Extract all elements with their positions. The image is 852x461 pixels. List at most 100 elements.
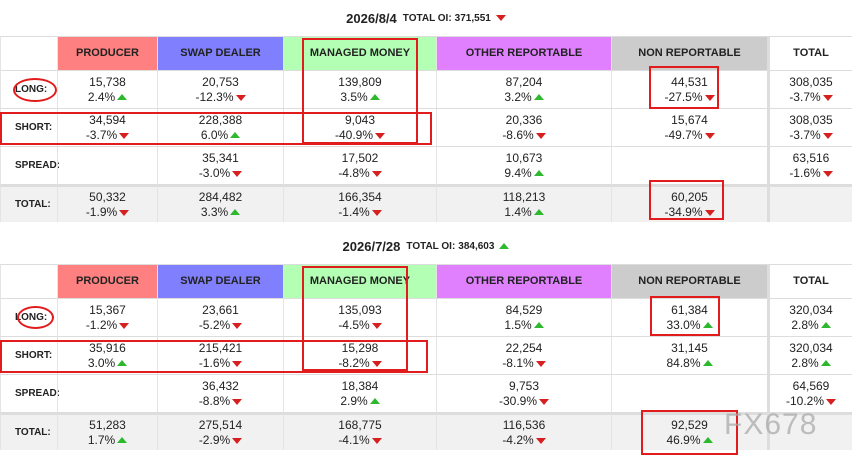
trend-up [533, 169, 544, 176]
trend-up [533, 208, 544, 215]
column-header: TOTAL [767, 36, 852, 70]
position-value: 9,753 [508, 378, 540, 393]
change-line: -8.8% [198, 393, 243, 409]
column-header: OTHER REPORTABLE [436, 36, 611, 70]
position-value: 15,367 [89, 302, 126, 317]
change-line: 46.9% [666, 432, 713, 448]
data-cell: 320,034 2.8% [767, 336, 852, 374]
position-value: 63,516 [792, 150, 830, 165]
highlight-ring [13, 78, 57, 102]
data-cell: 166,354 -1.4% [283, 184, 436, 222]
change-percent: -8.8% [198, 393, 231, 408]
trend-down [822, 94, 833, 101]
data-cell: 60,205 -34.9% [611, 184, 767, 222]
position-value: 215,421 [198, 340, 243, 355]
trend-down [119, 209, 130, 216]
change-line: 1.7% [88, 433, 128, 448]
trend-down [822, 132, 833, 139]
position-value: 168,775 [338, 417, 382, 432]
change-percent: -1.9% [85, 204, 118, 219]
change-percent: -4.1% [338, 432, 370, 447]
data-cell: 36,432 -8.8% [157, 374, 283, 412]
change-line: 3.5% [340, 90, 380, 105]
change-line: 9.4% [504, 166, 544, 181]
data-cell: 320,034 2.8% [767, 298, 852, 336]
trend-down [535, 132, 546, 139]
trend-up [117, 436, 128, 443]
data-cell: 15,367 -1.2% [57, 298, 157, 336]
row-label: TOTAL: [0, 184, 57, 222]
change-percent: -34.9% [664, 204, 703, 219]
data-cell: 15,674 -49.7% [611, 108, 767, 146]
change-line: -3.7% [86, 128, 130, 143]
trend-down [704, 209, 715, 216]
header-blank [0, 36, 57, 70]
change-line: -10.2% [786, 394, 837, 409]
change-line: -27.5% [664, 90, 715, 105]
highlight-ring [17, 306, 54, 329]
change-line: 33.0% [666, 317, 713, 333]
change-line: 3.0% [87, 355, 128, 371]
change-line: -4.2% [502, 433, 546, 448]
trend-up [533, 93, 544, 100]
change-line: -3.0% [199, 166, 243, 181]
position-value: 135,093 [338, 302, 382, 317]
change-line: -1.9% [85, 204, 130, 220]
data-cell: 31,145 84.8% [611, 336, 767, 374]
change-line: -30.9% [499, 394, 550, 409]
change-percent: -8.1% [502, 355, 534, 370]
position-value: 15,738 [89, 74, 126, 89]
position-value: 92,529 [671, 417, 708, 432]
change-line: 84.8% [666, 355, 713, 371]
change-line: 2.8% [791, 318, 831, 333]
change-line: -8.6% [502, 128, 546, 143]
position-value: 23,661 [202, 302, 239, 317]
position-value: 17,502 [341, 150, 379, 165]
change-line: -3.7% [789, 90, 833, 105]
column-header: PRODUCER [57, 36, 157, 70]
trend-down [535, 437, 546, 444]
change-percent: 1.4% [504, 204, 532, 219]
trend-down [371, 437, 382, 444]
trend-down [704, 94, 715, 101]
watermark: FX678 [724, 408, 818, 441]
trend-up [702, 436, 713, 443]
data-cell: 116,536 -4.2% [436, 412, 611, 450]
data-cell: 84,529 1.5% [436, 298, 611, 336]
row-label: SPREAD: [0, 374, 60, 412]
data-cell: 17,502 -4.8% [283, 146, 436, 184]
change-percent: 84.8% [666, 355, 701, 370]
column-header: MANAGED MONEY [283, 264, 436, 298]
data-cell: 215,421 -1.6% [157, 336, 283, 374]
data-cell: 61,384 33.0% [611, 298, 767, 336]
change-percent: -12.3% [195, 89, 234, 104]
data-cell: 168,775 -4.1% [283, 412, 436, 450]
change-line: 2.9% [340, 394, 380, 409]
total-oi: 384,603 [458, 240, 495, 252]
total-oi: 371,551 [454, 12, 491, 24]
data-cell: 63,516 -1.6% [767, 146, 852, 184]
position-value: 64,569 [792, 378, 830, 393]
position-value: 50,332 [89, 189, 126, 204]
header-blank [0, 264, 57, 298]
data-cell: 9,753 -30.9% [436, 374, 611, 412]
trend-up [820, 321, 831, 328]
position-value: 35,341 [202, 150, 239, 165]
change-percent: 46.9% [666, 432, 701, 447]
data-cell: 23,661 -5.2% [157, 298, 283, 336]
change-percent: -1.6% [789, 165, 821, 180]
trend-down [371, 170, 382, 177]
trend-down [535, 360, 546, 367]
data-cell: 275,514 -2.9% [157, 412, 283, 450]
trend-up [533, 321, 544, 328]
position-value: 10,673 [505, 150, 543, 165]
position-value: 84,529 [505, 302, 543, 317]
change-percent: 33.0% [666, 317, 701, 332]
change-percent: 2.8% [791, 355, 819, 370]
change-line: 1.4% [504, 204, 544, 220]
position-value: 118,213 [502, 189, 546, 204]
position-value: 15,298 [341, 340, 379, 355]
total-oi-label: TOTAL OI: [402, 12, 452, 24]
change-line: -1.2% [86, 318, 130, 333]
change-percent: 3.0% [87, 355, 116, 370]
